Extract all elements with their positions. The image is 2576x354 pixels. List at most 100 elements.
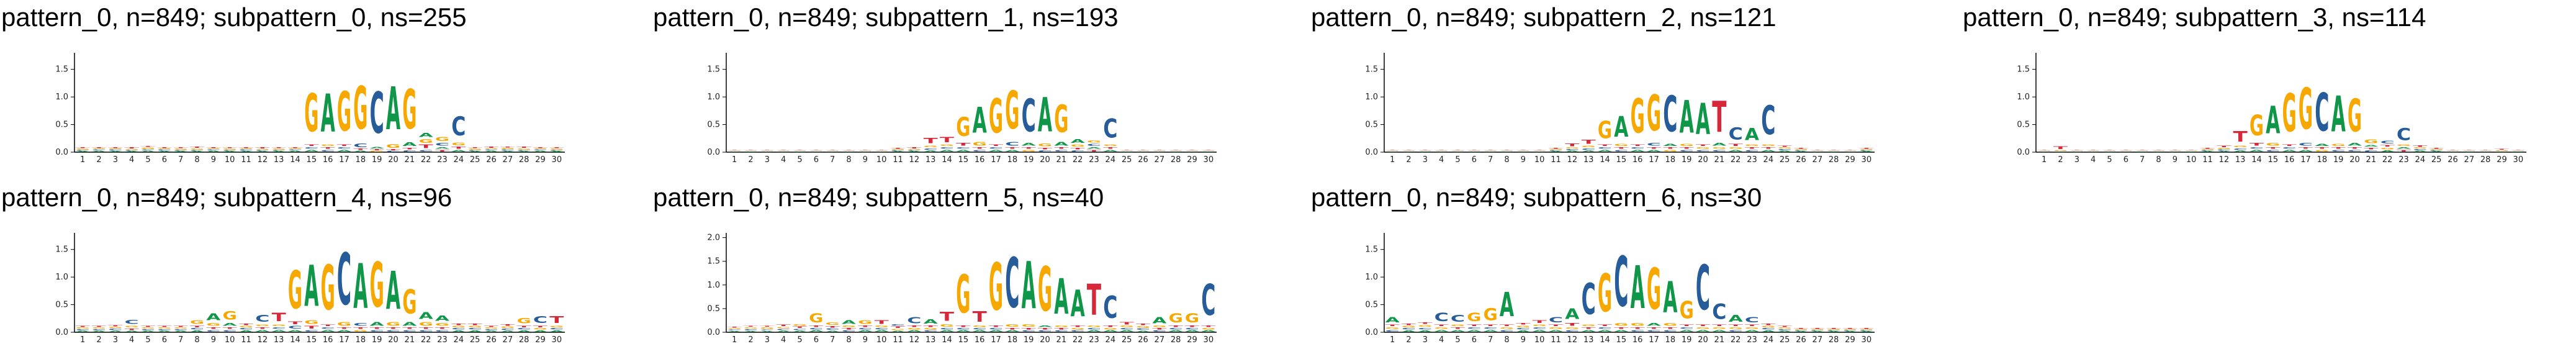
x-tick-label: 4	[129, 155, 134, 165]
logo-letter-C: C	[1663, 330, 1677, 332]
x-tick-label: 12	[909, 335, 920, 345]
logo-letter-G: G	[1071, 144, 1085, 147]
x-tick-label: 18	[2317, 155, 2328, 165]
logo-letter-T: T	[337, 144, 352, 147]
logo-letter-G: G	[353, 330, 367, 333]
logo-letter-C: C	[1827, 151, 1841, 152]
logo-letter-A: A	[174, 151, 189, 152]
logo-letter-C: C	[1385, 330, 1400, 332]
logo-letter-G: G	[744, 327, 758, 329]
logo-letter-C: C	[2086, 151, 2101, 152]
x-tick-label: 27	[503, 335, 513, 345]
logo-letter-G: G	[1103, 144, 1117, 147]
x-tick-label: 14	[1600, 335, 1610, 345]
logo-letter-C: C	[1136, 151, 1150, 152]
x-tick-label: 27	[1155, 155, 1165, 165]
logo-letter-C: C	[1185, 151, 1199, 152]
logo-letter-T: T	[223, 327, 238, 329]
x-tick-label: 11	[1551, 155, 1561, 165]
y-tick-label: 1.0	[55, 273, 68, 282]
logo-letter-A: A	[2217, 151, 2231, 152]
logo-letter-C: C	[2315, 83, 2329, 143]
logo-letter-C: C	[1745, 315, 1759, 324]
logo-letter-G: G	[288, 148, 302, 150]
logo-letter-C: C	[141, 150, 155, 151]
y-tick-label: 0.0	[2017, 148, 2030, 157]
logo-letter-A: A	[1598, 330, 1613, 332]
logo-letter-A: A	[2430, 151, 2444, 152]
logo-letter-A: A	[337, 150, 352, 152]
x-tick-label: 19	[1682, 335, 1692, 345]
logo-letter-C: C	[1038, 330, 1052, 332]
logo-letter-A: A	[891, 151, 906, 152]
logo-letter-T: T	[1696, 324, 1711, 327]
logo-letter-A: A	[386, 75, 400, 143]
logo-letter-T: T	[419, 144, 433, 150]
logo-letter-G: G	[1614, 322, 1628, 327]
logo-letter-A: A	[2397, 147, 2412, 149]
x-tick-label: 2	[1406, 155, 1411, 165]
logo-letter-C: C	[272, 150, 286, 151]
logo-letter-G: G	[1859, 149, 1873, 150]
logo-letter-G: G	[402, 79, 417, 142]
logo-letter-T: T	[1745, 324, 1760, 327]
logo-letter-C: C	[1663, 86, 1677, 143]
x-tick-label: 27	[1813, 155, 1823, 165]
x-tick-label: 14	[2251, 155, 2262, 165]
logo-letter-A: A	[1680, 330, 1695, 332]
x-tick-label: 6	[814, 155, 819, 165]
logo-letter-G: G	[353, 74, 367, 143]
x-tick-label: 17	[1649, 155, 1659, 165]
logo-letter-T: T	[370, 149, 385, 151]
logo-letter-G: G	[125, 325, 139, 328]
logo-letter-T: T	[956, 325, 971, 328]
logo-letter-C: C	[1103, 290, 1117, 325]
logo-letter-C: C	[2249, 147, 2264, 149]
x-tick-label: 11	[241, 155, 251, 165]
y-tick-label: 1.0	[707, 93, 720, 102]
logo-letter-A: A	[92, 330, 107, 332]
logo-letter-C: C	[2282, 147, 2297, 149]
logo-letter-C: C	[1810, 330, 1824, 331]
logo-letter-C: C	[2200, 150, 2215, 151]
logo-letter-A: A	[174, 330, 189, 332]
logo-letter-A: A	[1022, 249, 1036, 324]
logo-letter-G: G	[2168, 150, 2182, 151]
logo-letter-A: A	[1500, 286, 1515, 325]
logo-letter-A: A	[223, 151, 238, 152]
logo-letter-G: G	[239, 148, 253, 150]
logo-letter-C: C	[468, 328, 482, 330]
logo-letter-G: G	[940, 144, 954, 147]
logo-letter-G: G	[2102, 150, 2117, 151]
logo-letter-G: G	[1402, 150, 1416, 151]
logo-letter-C: C	[2495, 151, 2509, 152]
logo-letter-C: C	[321, 150, 335, 152]
logo-letter-G: G	[1761, 144, 1775, 147]
x-tick-label: 24	[1763, 335, 1774, 345]
logo-letter-G: G	[1598, 263, 1612, 324]
x-tick-label: 25	[1122, 335, 1132, 345]
logo-letter-A: A	[1598, 150, 1613, 152]
logo-letter-G: G	[973, 141, 987, 147]
logo-letter-G: G	[1696, 327, 1710, 330]
logo-letter-C: C	[223, 330, 237, 332]
logo-letter-C: C	[108, 329, 122, 331]
logo-letter-C: C	[2479, 151, 2493, 152]
logo-panel-4: pattern_0, n=849; subpattern_4, ns=96 0.0…	[1, 183, 565, 345]
x-tick-label: 22	[1731, 335, 1741, 345]
logo-letter-G: G	[337, 81, 351, 144]
x-tick-label: 7	[830, 335, 835, 345]
logo-letter-G: G	[370, 150, 384, 152]
logo-letter-G: G	[76, 327, 90, 329]
logo-letter-G: G	[1778, 147, 1792, 149]
x-tick-label: 9	[1521, 335, 1526, 345]
logo-letter-G: G	[2135, 150, 2150, 151]
logo-letter-G: G	[1761, 325, 1775, 328]
logo-letter-T: T	[255, 327, 270, 329]
logo-letter-A: A	[1745, 330, 1760, 332]
logo-letter-C: C	[727, 151, 742, 152]
logo-letter-T: T	[92, 147, 107, 148]
logo-letter-C: C	[272, 327, 286, 329]
logo-letter-T: T	[1843, 328, 1858, 329]
logo-letter-G: G	[1745, 144, 1759, 147]
